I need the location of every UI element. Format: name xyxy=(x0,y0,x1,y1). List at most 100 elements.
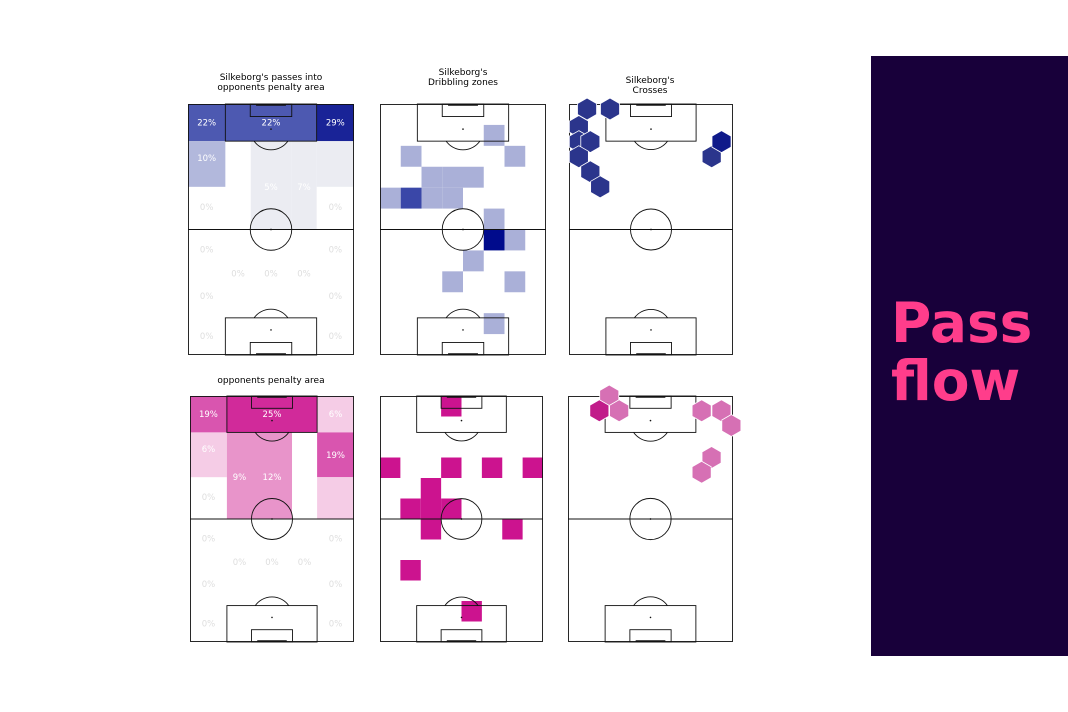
chart-title-crosses: Silkeborg's Crosses xyxy=(625,76,675,96)
zone-label-own-left-1: 0% xyxy=(200,246,214,256)
top-penalty-arc xyxy=(254,432,290,442)
center-spot xyxy=(462,228,464,231)
pitch-dribbling-zones-blue xyxy=(380,103,546,356)
dribble-cell-2 xyxy=(441,457,462,478)
zone-label-own-center: 0% xyxy=(264,269,278,279)
zone-label-own-center: 0% xyxy=(265,558,279,568)
zone-label-right-wing-mid: 19% xyxy=(326,451,345,461)
zone-label-own-left-3: 0% xyxy=(202,620,216,630)
dribble-cell-15 xyxy=(504,271,526,293)
bottom-six-yard-box xyxy=(630,341,672,356)
zone-cell-right-wing-box xyxy=(317,396,354,433)
zone-label-left-wing-mid: 6% xyxy=(202,445,216,455)
dribble-cell-8 xyxy=(421,187,443,209)
center-spot xyxy=(650,228,652,231)
zone-cell-left-wing-box xyxy=(188,104,226,142)
pitch-passes-zones-blue: 22% 22% 29% 10% 5% 7% 0% 0% 0% 0% 0% 0% 0% 0% 0% 0% 0% xyxy=(188,103,354,356)
dribble-cell-11 xyxy=(483,229,505,251)
pitch-crosses-pink xyxy=(568,384,742,643)
zone-cell-center-mid xyxy=(250,141,292,230)
bottom-penalty-spot xyxy=(270,329,272,331)
dribble-cell-10 xyxy=(502,519,523,540)
chart-title-passes-zones-second: opponents penalty area xyxy=(217,376,325,386)
dribble-cell-5 xyxy=(420,478,442,499)
bottom-penalty-spot xyxy=(271,616,273,619)
dribble-cell-13 xyxy=(463,250,484,272)
top-six-yard-box xyxy=(441,103,485,118)
dribble-cell-12 xyxy=(504,229,526,251)
bottom-six-yard-box xyxy=(629,629,672,643)
dribble-cell-6 xyxy=(400,498,421,519)
dribble-cell-5 xyxy=(463,166,484,188)
zone-label-own-left-2: 0% xyxy=(202,580,216,590)
bottom-penalty-spot xyxy=(460,616,463,619)
zone-label-left-wing-deep: 0% xyxy=(200,203,214,213)
cross-hex-5 xyxy=(568,145,589,169)
cross-hex-9 xyxy=(711,130,732,154)
dribble-cell-9 xyxy=(442,187,463,209)
bottom-penalty-spot xyxy=(649,616,652,619)
zone-cell-left-wing-box xyxy=(190,396,227,433)
zone-cell-central-box xyxy=(225,104,317,142)
zone-label-own-left-2: 0% xyxy=(200,292,214,302)
cross-hex-7 xyxy=(691,460,712,484)
dribble-cell-7 xyxy=(400,187,422,209)
dribble-cell-1 xyxy=(380,457,401,478)
sidebar-panel: Pass flow xyxy=(871,56,1068,656)
center-circle xyxy=(441,208,485,251)
dribble-cell-1 xyxy=(400,145,422,167)
center-circle xyxy=(630,208,672,251)
zone-label-right-half-space: 7% xyxy=(297,183,311,193)
chart-title-dribbling-zones: Silkeborg's Dribbling zones xyxy=(428,68,498,88)
top-penalty-spot xyxy=(271,419,273,422)
dribble-cell-4 xyxy=(522,457,543,478)
cross-hex-1 xyxy=(600,97,620,121)
cross-hex-3 xyxy=(691,399,712,423)
zone-cell-left-wing-mid xyxy=(188,141,226,187)
zone-label-own-right-2: 0% xyxy=(329,292,343,302)
zone-label-own-right-3: 0% xyxy=(329,620,343,630)
center-circle xyxy=(251,498,293,540)
dribble-cell-0 xyxy=(483,124,505,146)
zone-label-own-right-half: 0% xyxy=(297,269,311,279)
dribble-cell-10 xyxy=(483,208,505,230)
zone-label-own-left-1: 0% xyxy=(202,535,216,545)
zone-label-own-right-1: 0% xyxy=(329,535,343,545)
dribble-cell-9 xyxy=(420,519,442,540)
center-circle xyxy=(440,498,483,540)
dribble-cell-4 xyxy=(442,166,463,188)
zone-cell-right-half-space xyxy=(291,141,317,230)
top-penalty-arc xyxy=(444,432,479,442)
top-penalty-arc xyxy=(253,140,289,151)
bottom-penalty-arc xyxy=(444,596,479,606)
dribble-cell-7 xyxy=(420,498,442,519)
dribble-cell-11 xyxy=(400,560,421,581)
zone-cell-central-box xyxy=(226,396,318,433)
dribble-cell-8 xyxy=(441,498,462,519)
top-penalty-spot xyxy=(462,128,464,130)
bottom-penalty-spot xyxy=(650,329,652,331)
zone-label-central-box: 22% xyxy=(262,119,281,129)
zone-label-central-box: 25% xyxy=(263,410,282,420)
top-penalty-arc xyxy=(634,140,668,150)
top-six-yard-box xyxy=(629,395,672,409)
cross-hex-4 xyxy=(580,130,601,154)
zone-label-own-right-2: 0% xyxy=(329,580,343,590)
dribble-cell-3 xyxy=(421,166,443,188)
center-spot xyxy=(270,228,272,231)
zone-label-left-wing-box: 19% xyxy=(199,410,218,420)
dribble-cell-14 xyxy=(442,271,463,293)
zone-label-own-left-half: 0% xyxy=(233,558,247,568)
top-penalty-arc xyxy=(445,140,481,151)
bottom-penalty-box xyxy=(226,605,318,643)
bottom-penalty-box xyxy=(224,317,318,356)
zone-cell-right-wing-box xyxy=(316,104,354,142)
dribble-cell-16 xyxy=(483,313,505,335)
zone-label-center-mid: 5% xyxy=(264,183,278,193)
zone-label-own-right-half: 0% xyxy=(298,558,312,568)
center-spot xyxy=(460,518,463,520)
center-circle xyxy=(629,497,672,541)
zone-label-left-wing-mid: 10% xyxy=(197,154,216,164)
bottom-six-yard-box xyxy=(440,629,483,643)
dribble-cell-6 xyxy=(380,187,401,209)
